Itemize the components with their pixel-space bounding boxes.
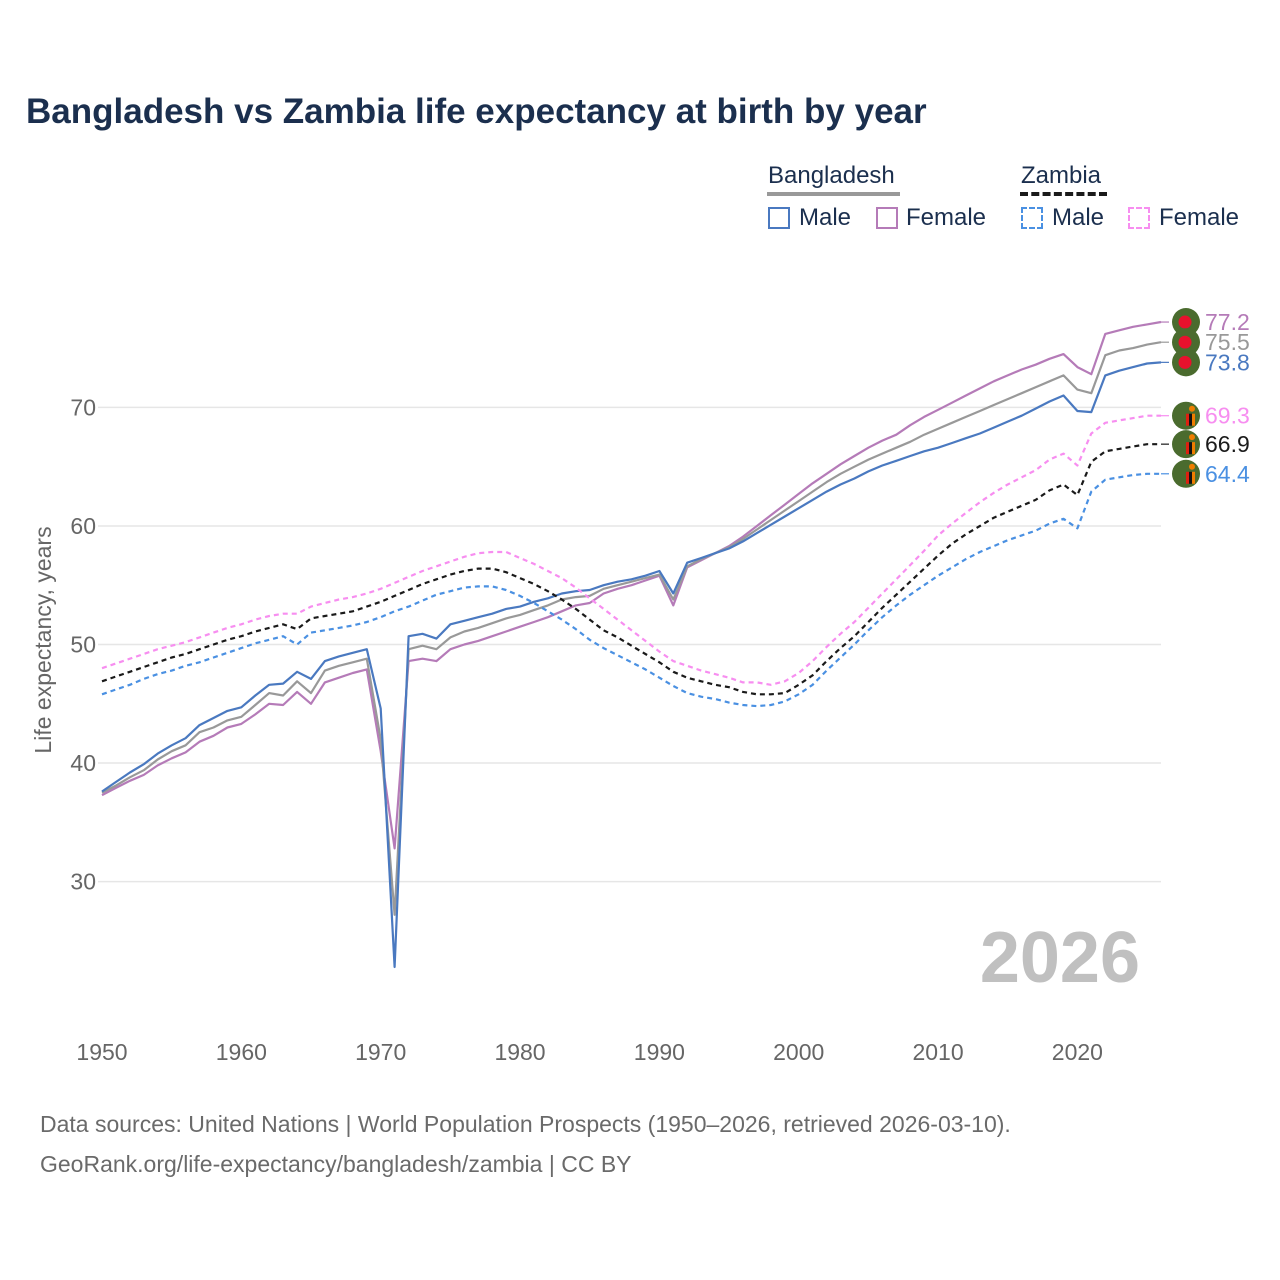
flag-stripe <box>1189 413 1192 426</box>
series-line-zm-total[interactable] <box>101 443 1161 696</box>
chart-title: Bangladesh vs Zambia life expectancy at … <box>26 92 927 131</box>
source-line-1: Data sources: United Nations | World Pop… <box>40 1111 1011 1137</box>
y-axis-ticks: 30 40 50 60 70 <box>70 394 96 894</box>
x-tick-label: 1950 <box>76 1039 127 1065</box>
legend-item-zm-male[interactable]: Male <box>1052 204 1105 231</box>
flag-eagle <box>1189 463 1195 470</box>
x-tick-label: 1970 <box>355 1039 406 1065</box>
flag-stripe <box>1186 413 1189 426</box>
series-line-zm-female[interactable] <box>101 414 1161 686</box>
series-line-bd-female[interactable] <box>101 320 1162 850</box>
flag-stripe <box>1192 413 1195 426</box>
source-line-2[interactable]: GeoRank.org/life-expectancy/bangladesh/z… <box>40 1151 632 1177</box>
flag-stripe <box>1189 471 1192 484</box>
gridlines <box>98 406 1161 883</box>
legend-swatch-zm-female <box>1128 207 1150 229</box>
end-value-label: 77.2 <box>1205 309 1250 335</box>
y-tick-label: 60 <box>70 513 96 539</box>
legend-country-zambia[interactable]: Zambia <box>1021 162 1102 189</box>
flag-stripe <box>1186 471 1189 484</box>
x-tick-label: 2010 <box>912 1039 963 1065</box>
y-axis-label: Life expectancy, years <box>30 526 56 753</box>
legend-item-bd-female[interactable]: Female <box>906 204 987 231</box>
end-value-label: 75.5 <box>1205 329 1250 355</box>
end-value-label: 66.9 <box>1205 431 1250 457</box>
series-line-zm-male[interactable] <box>101 472 1161 708</box>
legend-swatch-bd-female <box>876 207 898 229</box>
legend-zambia-line <box>1020 192 1107 196</box>
flag-stripe <box>1192 471 1195 484</box>
end-value-label: 73.8 <box>1205 349 1250 375</box>
flag-disc <box>1178 315 1192 329</box>
series-lines <box>101 320 1162 969</box>
legend-swatch-bd-male <box>768 207 790 229</box>
series-line-bd-male[interactable] <box>101 361 1162 969</box>
flag-eagle <box>1189 405 1195 412</box>
legend-item-bd-male[interactable]: Male <box>799 204 852 231</box>
year-watermark: 2026 <box>980 918 1140 998</box>
flag-stripe <box>1192 442 1195 455</box>
end-value-label: 64.4 <box>1205 461 1250 487</box>
legend-bangladesh-line <box>767 192 900 196</box>
x-tick-label: 1990 <box>634 1039 685 1065</box>
series-line-bd-total[interactable] <box>101 341 1162 916</box>
x-tick-label: 2000 <box>773 1039 824 1065</box>
x-tick-label: 1960 <box>216 1039 267 1065</box>
line-chart: 30 40 50 60 70 1950 1960 1970 1980 1990 2000 2010 2… <box>30 308 1250 1065</box>
x-axis-ticks: 1950 1960 1970 1980 1990 2000 2010 2020 <box>76 1039 1103 1065</box>
flag-disc <box>1178 335 1192 349</box>
legend-item-zm-female[interactable]: Female <box>1159 204 1240 231</box>
y-tick-label: 30 <box>70 869 96 895</box>
y-tick-label: 70 <box>70 394 96 420</box>
legend: Bangladesh Male Female Zambia Male Femal… <box>0 0 1280 250</box>
flag-stripe <box>1186 442 1189 455</box>
flag-stripe <box>1189 442 1192 455</box>
source-note: Data sources: United Nations | World Pop… <box>40 1104 1011 1184</box>
flag-eagle <box>1189 434 1195 441</box>
x-tick-label: 2020 <box>1052 1039 1103 1065</box>
y-tick-label: 50 <box>70 632 96 658</box>
end-labels: 77.275.573.8 69.366.9 64.4 <box>1161 308 1250 488</box>
flag-disc <box>1178 355 1192 369</box>
legend-swatch-zm-male <box>1021 207 1043 229</box>
x-tick-label: 1980 <box>494 1039 545 1065</box>
y-tick-label: 40 <box>70 750 96 776</box>
end-value-label: 69.3 <box>1205 403 1250 429</box>
legend-country-bangladesh[interactable]: Bangladesh <box>768 162 895 189</box>
